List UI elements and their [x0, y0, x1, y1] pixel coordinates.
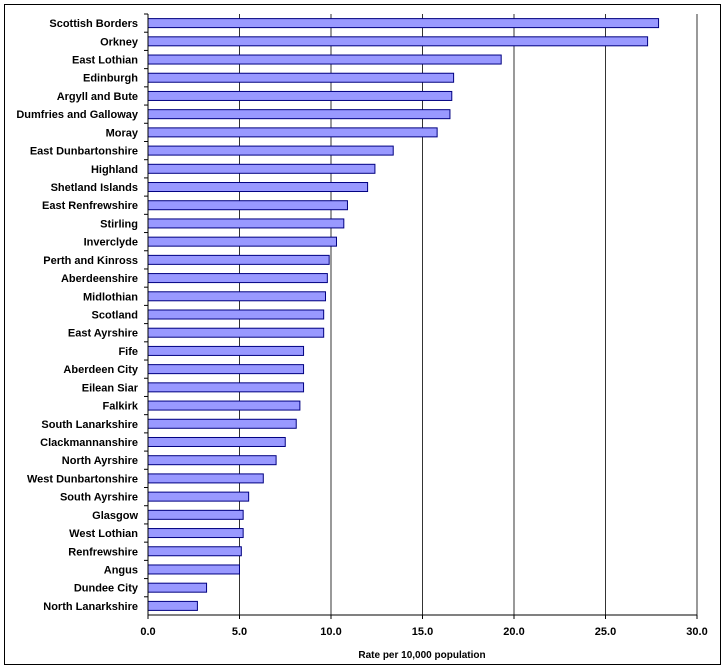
bar [147, 72, 455, 83]
bar [147, 509, 244, 520]
bar [147, 163, 376, 174]
category-label: East Dunbartonshire [30, 146, 138, 158]
category-label: Falkirk [103, 401, 139, 413]
bar [147, 236, 337, 247]
axes [144, 13, 698, 619]
x-tick-labels: 0.0 5.0 10.0 15.0 20.0 25.0 30.0 [140, 626, 707, 638]
x-tick-label: 20.0 [503, 626, 524, 638]
category-label: Moray [106, 127, 139, 139]
category-label: Aberdeen City [63, 364, 138, 376]
x-tick-label: 30.0 [686, 626, 707, 638]
category-label: Dundee City [74, 583, 139, 595]
bar [147, 364, 305, 375]
bar [147, 90, 453, 101]
x-tick-label: 25.0 [595, 626, 616, 638]
bar [147, 54, 502, 65]
bar [147, 218, 345, 229]
bar [147, 345, 305, 356]
category-label: East Renfrewshire [42, 200, 138, 212]
bar [147, 436, 286, 447]
category-label: North Lanarkshire [43, 601, 138, 613]
category-label: Dumfries and Galloway [16, 109, 139, 121]
category-label: Edinburgh [83, 73, 138, 85]
bar [147, 182, 369, 193]
bar [147, 309, 325, 320]
category-label: Scotland [92, 310, 138, 322]
category-label: Glasgow [92, 510, 138, 522]
bar [147, 254, 330, 265]
bar [147, 382, 305, 393]
bar [147, 582, 208, 593]
bar [147, 273, 328, 284]
category-label: Fife [118, 346, 138, 358]
x-axis-title: Rate per 10,000 population [358, 650, 485, 661]
bar [147, 127, 438, 138]
bars [147, 18, 660, 611]
category-label: South Ayrshire [60, 492, 138, 504]
category-label: Angus [104, 564, 138, 576]
category-label: East Ayrshire [68, 328, 138, 340]
category-label: Renfrewshire [68, 546, 138, 558]
bar [147, 291, 327, 302]
bar [147, 327, 325, 338]
bar [147, 145, 394, 156]
bar [147, 600, 198, 611]
category-label: Aberdeenshire [61, 273, 138, 285]
category-label: Stirling [100, 218, 138, 230]
category-label: North Ayrshire [62, 455, 138, 467]
x-tick-label: 15.0 [412, 626, 433, 638]
category-label: Shetland Islands [51, 182, 138, 194]
bar [147, 564, 240, 575]
bar [147, 455, 277, 466]
bar [147, 491, 250, 502]
category-label: Clackmannanshire [40, 437, 138, 449]
category-label: Midlothian [83, 291, 138, 303]
category-label: Eilean Siar [82, 382, 139, 394]
category-label: South Lanarkshire [41, 419, 138, 431]
category-label: Argyll and Bute [57, 91, 138, 103]
category-label: Perth and Kinross [43, 255, 138, 267]
bar [147, 418, 297, 429]
x-tick-label: 0.0 [140, 626, 155, 638]
bar [147, 200, 348, 211]
bar [147, 400, 301, 411]
category-labels: Scottish Borders Orkney East Lothian Edinbu… [16, 18, 139, 613]
x-tick-label: 5.0 [232, 626, 247, 638]
bar [147, 18, 660, 29]
bar [147, 109, 451, 120]
bar [147, 473, 264, 484]
category-label: Inverclyde [84, 237, 138, 249]
category-label: Highland [91, 164, 138, 176]
bar [147, 546, 242, 557]
category-label: West Dunbartonshire [27, 473, 138, 485]
x-tick-label: 10.0 [320, 626, 341, 638]
category-label: Scottish Borders [49, 18, 138, 30]
category-label: Orkney [100, 36, 139, 48]
category-label: West Lothian [69, 528, 138, 540]
category-label: East Lothian [72, 55, 138, 67]
bar [147, 36, 649, 47]
bar [147, 528, 244, 539]
